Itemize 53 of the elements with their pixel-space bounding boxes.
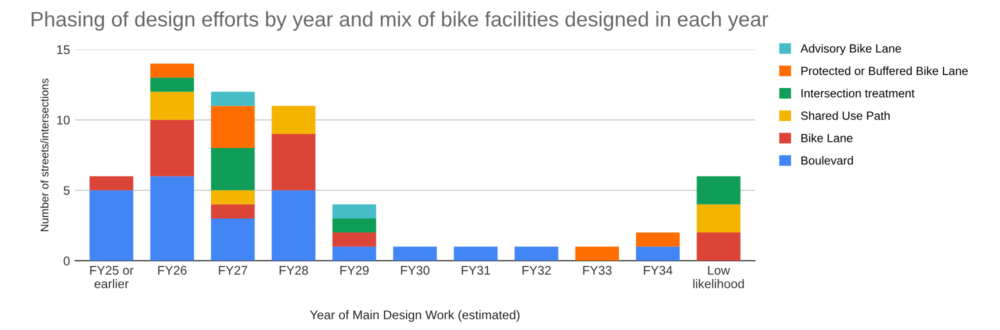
chart-title: Phasing of design efforts by year and mix of bike facilities designed in each year (32, 11, 768, 31)
y-tick-label: 5 (64, 186, 70, 195)
bar (211, 218, 255, 261)
bar (393, 246, 437, 261)
legend-label: Intersection treatment (802, 88, 915, 98)
bar (696, 232, 740, 261)
bar (211, 190, 255, 204)
bar (272, 134, 316, 190)
x-axis-title: Year of Main Design Work (estimated) (310, 310, 520, 322)
bar (696, 176, 740, 204)
bar (636, 246, 680, 261)
bar (575, 246, 619, 261)
bar (332, 218, 376, 233)
y-tick-label: 15 (57, 45, 70, 54)
bar (150, 78, 194, 92)
bar (332, 204, 376, 218)
bar (332, 232, 376, 247)
bar (211, 92, 255, 106)
bar (211, 204, 255, 218)
bar (90, 190, 134, 261)
y-tick-label: 0 (64, 256, 70, 266)
bar (272, 106, 316, 134)
x-tick-label: FY29 (340, 266, 369, 275)
x-tick-label: FY31 (462, 266, 490, 275)
legend-label: Advisory Bike Lane (800, 44, 902, 56)
bar (150, 176, 194, 261)
x-tick-label: FY26 (158, 266, 187, 275)
x-tick-label: FY30 (401, 266, 430, 275)
x-tick-label: FY34 (644, 266, 672, 275)
bar (696, 204, 740, 233)
y-tick-label: 10 (57, 116, 70, 125)
bar (272, 190, 316, 261)
bar (150, 120, 194, 176)
x-tick-label: Low likelihood (693, 266, 744, 288)
bar (332, 246, 376, 261)
legend-label: Boulevard (801, 156, 853, 165)
bar (150, 64, 194, 78)
x-tick-label: FY27 (218, 266, 248, 275)
y-axis-title: Number of streets/intersections (40, 78, 48, 232)
bar (211, 148, 255, 190)
x-tick-label: FY25 or earlier (90, 266, 134, 288)
x-tick-label: FY28 (280, 266, 308, 275)
bar (454, 246, 498, 261)
bar (636, 232, 680, 247)
bar (90, 176, 134, 190)
bar (211, 106, 255, 148)
bar (514, 246, 558, 261)
legend-label: Bike Lane (801, 134, 852, 142)
x-tick-label: FY33 (583, 266, 612, 275)
legend-label: Protected or Buffered Bike Lane (801, 66, 968, 76)
x-tick-label: FY32 (522, 266, 551, 275)
bar (150, 92, 194, 120)
legend-label: Shared Use Path (801, 111, 890, 120)
